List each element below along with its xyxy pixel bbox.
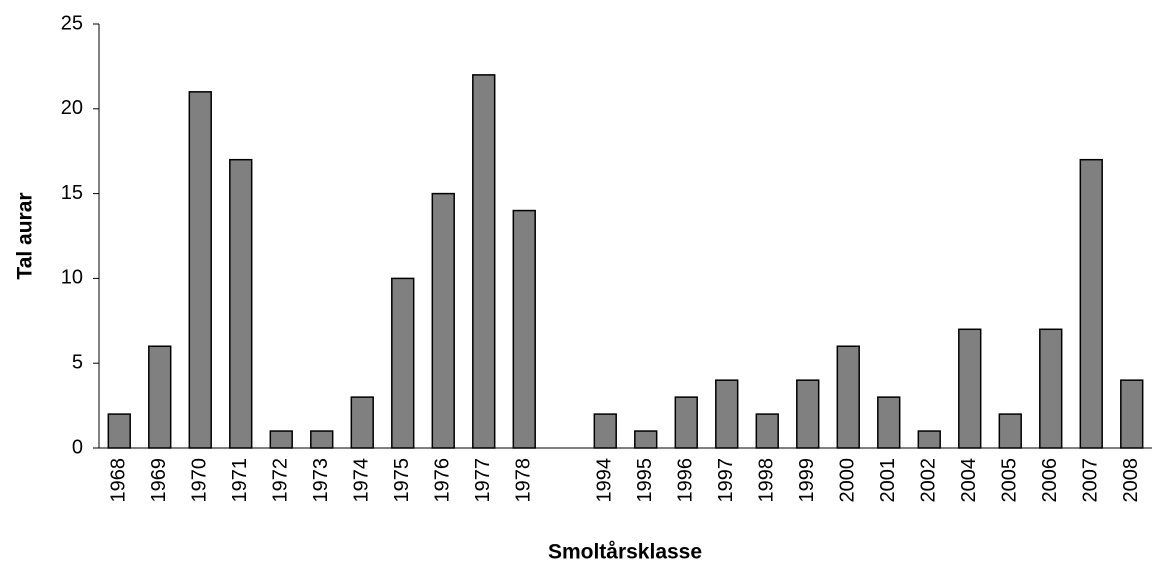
bar	[796, 379, 820, 449]
bar	[958, 328, 982, 449]
x-tick-label: 1969	[148, 458, 170, 503]
bar	[350, 396, 374, 449]
x-tick-label: 2005	[999, 458, 1021, 503]
y-tick-label: 0	[72, 436, 83, 458]
bar	[634, 430, 658, 449]
y-tick-label: 5	[72, 351, 83, 373]
y-tick-label: 25	[61, 12, 83, 34]
x-tick-label: 1978	[513, 458, 535, 503]
bar	[593, 413, 617, 449]
x-tick-label: 1997	[715, 458, 737, 503]
x-tick-label: 1968	[108, 458, 130, 503]
x-tick-label: 1972	[270, 458, 292, 503]
y-tick-label: 15	[61, 182, 83, 204]
bar	[755, 413, 779, 449]
x-tick-label: 2002	[918, 458, 940, 503]
bar	[1120, 379, 1144, 449]
bar	[674, 396, 698, 449]
x-tick-label: 2000	[837, 458, 859, 503]
bar	[877, 396, 901, 449]
x-tick-label: 1996	[675, 458, 697, 503]
x-tick-label: 2004	[958, 458, 980, 503]
bar	[107, 413, 131, 449]
x-tick-label: 1975	[391, 458, 413, 503]
x-tick-label: 1998	[756, 458, 778, 503]
x-tick-label: 1973	[310, 458, 332, 503]
x-tick-label: 1995	[634, 458, 656, 503]
bar	[310, 430, 334, 449]
y-tick-label: 10	[61, 267, 83, 289]
bar	[998, 413, 1022, 449]
bar	[431, 192, 455, 449]
bar	[229, 158, 253, 449]
bar	[715, 379, 739, 449]
x-tick-label: 1974	[351, 458, 373, 503]
x-tick-label: 1976	[432, 458, 454, 503]
x-tick-label: 2007	[1080, 458, 1102, 503]
x-tick-label: 2006	[1039, 458, 1061, 503]
bar	[472, 74, 496, 449]
bar	[1079, 158, 1103, 449]
bar	[269, 430, 293, 449]
bar	[391, 277, 415, 449]
bar	[148, 345, 172, 449]
y-axis-title: Tal aurar	[14, 192, 37, 279]
bar	[188, 91, 212, 449]
x-tick-label: 1970	[189, 458, 211, 503]
bar	[917, 430, 941, 449]
x-tick-label: 1971	[229, 458, 251, 503]
bar	[836, 345, 860, 449]
x-tick-label: 1999	[796, 458, 818, 503]
bar	[512, 209, 536, 449]
y-tick-label: 20	[61, 97, 83, 119]
x-tick-label: 1977	[472, 458, 494, 503]
x-tick-label: 1994	[594, 458, 616, 503]
x-tick-label: 2008	[1120, 458, 1142, 503]
bar	[1039, 328, 1063, 449]
x-tick-label: 2001	[877, 458, 899, 503]
x-axis-title: Smoltårsklasse	[548, 541, 702, 564]
